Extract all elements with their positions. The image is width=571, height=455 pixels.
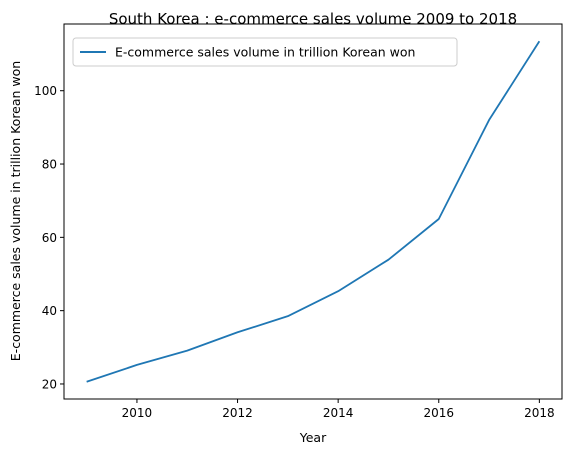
chart-title: South Korea : e-commerce sales volume 20… (109, 10, 517, 28)
y-tick-label: 100 (34, 84, 57, 98)
x-axis-ticks: 2010 2012 2014 2016 2018 (122, 399, 555, 420)
y-axis-ticks: 20 40 60 80 100 (34, 84, 64, 391)
x-axis-label: Year (299, 430, 327, 445)
plot-frame (63, 23, 563, 400)
x-tick-label: 2016 (423, 406, 454, 420)
legend-box (72, 37, 458, 67)
y-tick-label: 40 (42, 304, 57, 318)
x-tick-label: 2010 (122, 406, 153, 420)
y-axis-label: E-commerce sales volume in trillion Kore… (8, 61, 23, 361)
y-tick-label: 60 (42, 231, 57, 245)
y-tick-label: 20 (42, 377, 57, 391)
x-tick-label: 2014 (323, 406, 354, 420)
legend-entry: E-commerce sales volume in trillion Kore… (115, 45, 415, 60)
plot-series (86, 40, 541, 383)
legend: E-commerce sales volume in trillion Kore… (72, 37, 458, 67)
series-line (86, 40, 541, 383)
x-tick-label: 2018 (524, 406, 555, 420)
y-tick-label: 80 (42, 158, 57, 172)
x-tick-label: 2012 (222, 406, 253, 420)
